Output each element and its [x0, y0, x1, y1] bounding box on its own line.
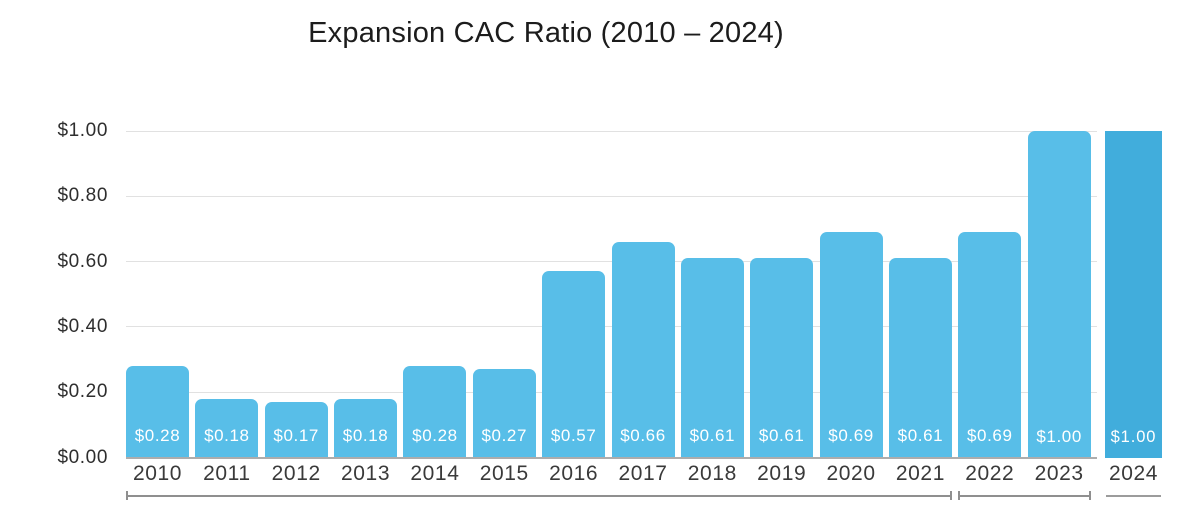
x-axis-tick-label: 2023 [1034, 462, 1084, 485]
bar-value-label: $1.00 [1110, 427, 1157, 446]
bar-2010: $0.28 [126, 366, 189, 458]
bar-value-label: $0.61 [689, 426, 736, 446]
gridline [126, 130, 1097, 132]
x-axis-tick-label: 2016 [549, 462, 599, 485]
x-axis-tick-label: 2020 [826, 462, 876, 485]
bar-2013: $0.18 [334, 398, 398, 458]
bar-value-label: $0.28 [412, 426, 458, 446]
bar-2020: $0.69 [819, 232, 883, 458]
x-axis-tick-label: 2011 [203, 462, 251, 485]
bar-value-label: $0.66 [620, 426, 666, 446]
x-axis-tick-label: 2015 [479, 462, 529, 485]
x-axis-tick-label: 2017 [618, 462, 668, 485]
bar-value-label: $0.27 [481, 426, 528, 446]
bar-value-label: $0.17 [273, 426, 319, 446]
y-axis-tick-label: $0.60 [57, 250, 108, 272]
range-marker-tick [958, 491, 961, 500]
bar-2021: $0.61 [888, 258, 952, 458]
bar-2018: $0.61 [680, 258, 744, 458]
x-axis-tick-label: 2014 [410, 462, 460, 485]
range-marker-line [1106, 495, 1161, 497]
y-axis-tick-label: $0.00 [57, 446, 108, 468]
bar-value-label: $0.69 [967, 426, 1013, 446]
bar-2022: $0.69 [958, 232, 1022, 458]
range-marker-line [127, 495, 951, 497]
range-marker-line [959, 495, 1090, 497]
bar-2023: $1.00 [1027, 131, 1091, 458]
bar-2019: $0.61 [750, 258, 814, 458]
bar-2014: $0.28 [403, 366, 467, 458]
bar-2024: $1.00 [1105, 131, 1162, 458]
y-axis-tick-label: $1.00 [57, 120, 108, 141]
y-axis-tick-label: $0.80 [57, 185, 108, 207]
bar-value-label: $0.18 [342, 426, 389, 446]
x-axis-tick-label: 2024 [1108, 462, 1159, 485]
x-axis-tick-label: 2018 [687, 462, 737, 485]
bar-value-label: $0.57 [550, 426, 597, 446]
gridline [126, 195, 1097, 197]
bar-value-label: $0.61 [758, 426, 805, 446]
bar-value-label: $0.61 [897, 426, 944, 446]
bar-2017: $0.66 [611, 242, 675, 458]
bar-value-label: $0.28 [134, 426, 181, 446]
bar-2011: $0.18 [195, 398, 259, 458]
x-axis-tick-label: 2012 [271, 462, 321, 485]
chart-title: Expansion CAC Ratio (2010 – 2024) [308, 17, 784, 49]
x-axis-line [126, 456, 1097, 459]
range-marker-tick [949, 491, 952, 500]
y-axis-tick-label: $0.20 [57, 381, 108, 403]
x-axis-tick-label: 2010 [132, 462, 183, 485]
x-axis-tick-label: 2021 [895, 462, 945, 485]
bar-2015: $0.27 [472, 369, 536, 458]
x-axis-tick-label: 2019 [757, 462, 807, 485]
range-marker-tick [126, 491, 128, 500]
bar-2016: $0.57 [542, 271, 606, 458]
range-marker-tick [1088, 491, 1091, 500]
x-axis-tick-label: 2013 [341, 462, 391, 485]
bar-value-label: $0.69 [828, 426, 874, 446]
y-axis-tick-label: $0.40 [57, 315, 108, 337]
x-axis-tick-label: 2022 [965, 462, 1015, 485]
bar-2012: $0.17 [264, 401, 328, 458]
bar-value-label: $0.18 [204, 426, 250, 446]
bar-value-label: $1.00 [1036, 426, 1082, 446]
